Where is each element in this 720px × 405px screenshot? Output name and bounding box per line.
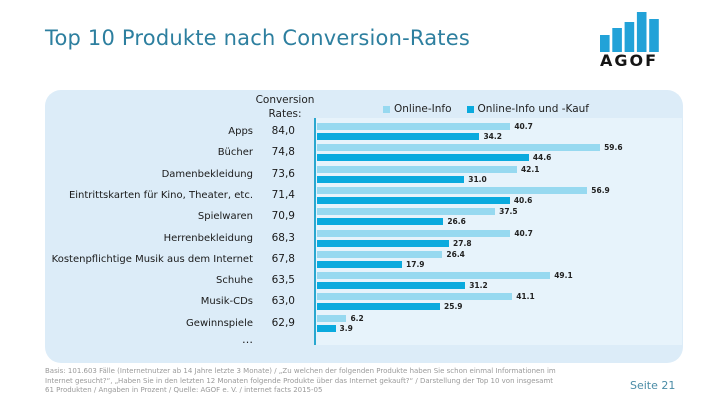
bar-dark bbox=[317, 324, 336, 332]
bar-value-label: 3.9 bbox=[339, 323, 353, 333]
bar-dark bbox=[317, 175, 465, 183]
legend-label: Online-Info bbox=[394, 103, 452, 115]
table-row: Spielwaren 70,9 37.5 26.6 bbox=[45, 205, 683, 226]
bar-light bbox=[317, 314, 347, 322]
conversion-rate-value: 63,0 bbox=[271, 295, 295, 308]
conversion-rate-value: 68,3 bbox=[271, 231, 295, 244]
bar-dark bbox=[317, 133, 480, 140]
category-label: Kostenpflichtige Musik aus dem Internet bbox=[51, 253, 253, 265]
category-label: Damenbekleidung bbox=[161, 168, 253, 180]
table-row: Herrenbekleidung 68,3 40.7 27.8 bbox=[45, 227, 683, 248]
bar-light bbox=[317, 186, 588, 194]
bar-value-label: 40.7 bbox=[514, 122, 533, 131]
bar-value-label: 40.7 bbox=[514, 228, 533, 238]
bar-value-label: 44.6 bbox=[532, 153, 552, 163]
category-label: Spielwaren bbox=[197, 211, 253, 223]
category-label: Gewinnspiele bbox=[186, 317, 253, 329]
chart-header-label: Conversion Rates: bbox=[255, 94, 315, 120]
legend-swatch-online-info-icon bbox=[383, 105, 390, 113]
bar-light bbox=[317, 293, 513, 301]
bar-light bbox=[317, 229, 511, 237]
category-label: Herrenbekleidung bbox=[163, 232, 253, 244]
page-number: Seite 21 bbox=[630, 379, 676, 392]
bar-light bbox=[317, 250, 443, 258]
bar-dark bbox=[317, 154, 529, 162]
agof-logo-text: AGOF bbox=[600, 51, 659, 70]
table-row: Kostenpflichtige Musik aus dem Internet 6… bbox=[45, 248, 683, 269]
table-row: Eintrittskarten für Kino, Theater, etc. 7… bbox=[45, 184, 683, 205]
table-row: Apps 84,0 40.7 34.2 bbox=[45, 120, 683, 141]
y-axis-line bbox=[314, 118, 316, 345]
bar-value-label: 37.5 bbox=[499, 207, 518, 217]
agof-logo: AGOF bbox=[600, 11, 666, 69]
table-row: Gewinnspiele 62,9 6.2 3.9 bbox=[45, 312, 683, 333]
chart-legend: Online-Info Online-Info und -Kauf bbox=[383, 103, 589, 115]
source-note: Basis: 101.603 Fälle (Internetnutzer ab … bbox=[45, 367, 610, 396]
legend-item-online-info: Online-Info bbox=[383, 103, 452, 115]
source-note-line: Basis: 101.603 Fälle (Internetnutzer ab … bbox=[45, 367, 556, 375]
table-row: Bücher 74,8 59.6 44.6 bbox=[45, 141, 683, 162]
conversion-rate-value: 84,0 bbox=[271, 125, 295, 137]
bar-value-label: 59.6 bbox=[604, 143, 623, 153]
bar-value-label: 40.6 bbox=[513, 195, 533, 205]
conversion-rate-value: 73,6 bbox=[271, 167, 295, 180]
bar-light bbox=[317, 165, 517, 173]
more-categories-ellipsis: … bbox=[242, 333, 253, 346]
category-label: Bücher bbox=[217, 147, 253, 159]
page-title: Top 10 Produkte nach Conversion-Rates bbox=[45, 26, 470, 50]
conversion-rate-value: 70,9 bbox=[271, 210, 295, 223]
bar-value-label: 34.2 bbox=[483, 132, 502, 141]
source-note-line: Internet gesucht?“, „Haben Sie in den le… bbox=[45, 376, 554, 385]
bar-value-label: 27.8 bbox=[453, 238, 472, 248]
category-label: Eintrittskarten für Kino, Theater, etc. bbox=[68, 189, 253, 201]
bar-value-label: 42.1 bbox=[520, 164, 540, 174]
category-label: Musik-CDs bbox=[200, 296, 253, 308]
category-label: Schuhe bbox=[215, 275, 253, 287]
bar-light bbox=[317, 272, 551, 280]
agof-bar-chart-icon bbox=[600, 12, 659, 52]
bar-value-label: 26.6 bbox=[447, 217, 466, 227]
bar-dark bbox=[317, 218, 444, 226]
bar-value-label: 6.2 bbox=[350, 313, 364, 323]
bar-value-label: 56.9 bbox=[591, 185, 610, 195]
source-note-line: 61 Produkten / Angaben in Prozent / Quel… bbox=[45, 386, 323, 394]
bar-dark bbox=[317, 282, 466, 290]
bar-value-label: 31.2 bbox=[469, 281, 488, 291]
bar-light bbox=[317, 144, 601, 152]
legend-label: Online-Info und -Kauf bbox=[477, 103, 589, 115]
bar-dark bbox=[317, 196, 510, 204]
table-row: Schuhe 63,5 49.1 31.2 bbox=[45, 269, 683, 290]
bar-value-label: 49.1 bbox=[554, 271, 573, 281]
bar-value-label: 17.9 bbox=[406, 259, 425, 269]
bar-value-label: 31.0 bbox=[468, 174, 487, 184]
bar-dark bbox=[317, 260, 403, 268]
conversion-rate-value: 63,5 bbox=[271, 274, 295, 287]
category-label: Apps bbox=[228, 126, 253, 137]
chart-panel: Conversion Rates: Online-Info Online-Inf… bbox=[45, 90, 683, 363]
conversion-rate-value: 62,9 bbox=[271, 316, 295, 329]
bar-value-label: 41.1 bbox=[516, 292, 535, 302]
conversion-rate-value: 67,8 bbox=[271, 252, 295, 265]
bar-value-label: 25.9 bbox=[444, 302, 463, 312]
bar-light bbox=[317, 208, 496, 216]
conversion-rate-value: 71,4 bbox=[271, 188, 295, 201]
table-row: Musik-CDs 63,0 41.1 25.9 bbox=[45, 290, 683, 311]
table-row: Damenbekleidung 73,6 42.1 31.0 bbox=[45, 163, 683, 184]
bar-light bbox=[317, 123, 511, 130]
legend-item-online-info-und-kauf: Online-Info und -Kauf bbox=[466, 103, 589, 115]
conversion-rate-value: 74,8 bbox=[271, 146, 295, 159]
bar-dark bbox=[317, 303, 441, 311]
legend-swatch-online-info-und-kauf-icon bbox=[466, 105, 474, 113]
bar-dark bbox=[317, 239, 450, 247]
bar-value-label: 26.4 bbox=[446, 249, 465, 259]
